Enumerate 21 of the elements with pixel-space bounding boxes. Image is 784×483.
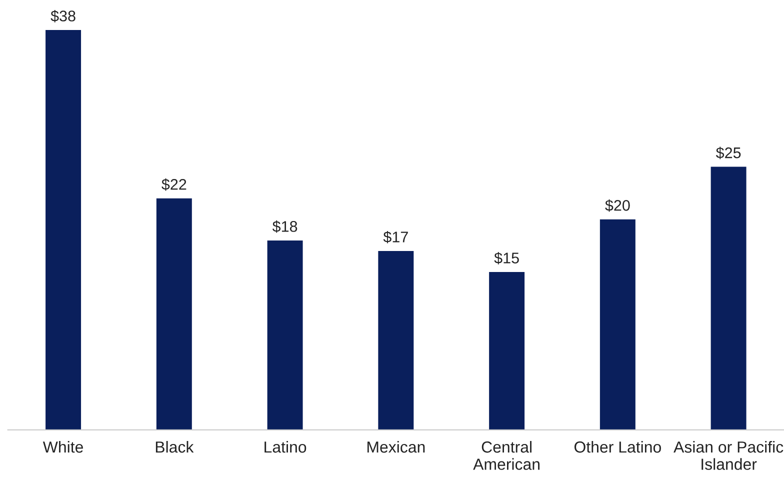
bar [267, 240, 303, 430]
bar [378, 250, 414, 430]
data-label: $25 [716, 146, 741, 160]
x-tick-label: Black [156, 440, 194, 453]
data-label: $38 [50, 10, 76, 22]
bar [489, 272, 525, 430]
bar [46, 30, 82, 430]
x-tick-label: White [42, 440, 83, 453]
bar [710, 166, 746, 430]
x-tick-label: Asian or Pacific Islander [674, 440, 784, 470]
x-tick-label: Latino [264, 440, 306, 453]
bar [156, 198, 192, 430]
x-tick-label: Central American [473, 440, 540, 470]
x-tick-label: Other Latino [574, 440, 661, 453]
data-label: $22 [162, 178, 186, 191]
data-label: $18 [272, 220, 298, 233]
data-label: $15 [494, 252, 519, 264]
x-tick-label: Mexican [367, 440, 425, 453]
data-label: $20 [605, 199, 630, 212]
data-label: $17 [383, 230, 408, 244]
bar [600, 219, 636, 430]
